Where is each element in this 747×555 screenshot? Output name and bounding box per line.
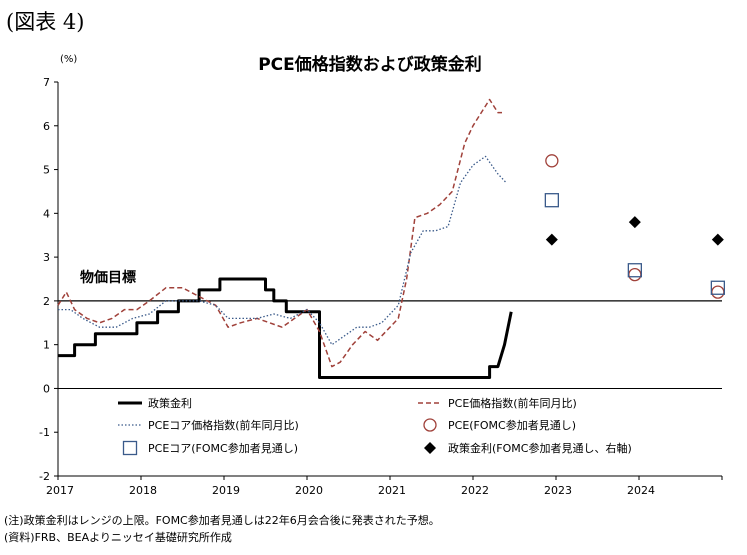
legend-marker	[122, 440, 138, 456]
legend: 政策金利 PCE価格指数(前年同月比) PCEコア価格指数(前年同月比) PCE(FO…	[118, 396, 632, 456]
legend-item: 政策金利	[118, 396, 192, 410]
y-tick-label: 5	[43, 164, 50, 177]
axes: -2 -1 0 1 2 3 4 5 6 7 2017 2018 2019 2020 2021 2022 2023…	[39, 76, 723, 497]
legend-item: PCE(FOMC参加者見通し)	[423, 418, 576, 432]
series-0	[58, 277, 513, 379]
legend-marker	[424, 442, 436, 454]
series-line	[58, 277, 513, 379]
series-4	[544, 193, 725, 295]
y-tick-label: 6	[43, 120, 50, 133]
data-point	[544, 193, 559, 208]
note-line: (注)政策金利はレンジの上限。FOMC参加者見通しは22年6月会合後に発表された…	[4, 514, 440, 527]
data-point	[710, 280, 725, 295]
data-point	[711, 233, 724, 246]
y-tick-label: -1	[39, 426, 50, 439]
y-tick-label: 4	[43, 207, 50, 220]
data-point	[628, 267, 642, 282]
x-tick-label: 2023	[544, 484, 572, 497]
legend-marker	[423, 418, 437, 432]
y-tick-label: 1	[43, 339, 50, 352]
legend-label: 政策金利	[148, 396, 192, 410]
y-tick-label: 2	[43, 295, 50, 308]
legend-item: PCEコア(FOMC参加者見通し)	[122, 440, 298, 456]
footnotes: (注)政策金利はレンジの上限。FOMC参加者見通しは22年6月会合後に発表された…	[4, 512, 440, 546]
legend-item: PCEコア価格指数(前年同月比)	[118, 418, 299, 432]
x-tick-label: 2021	[378, 484, 406, 497]
legend-label: PCEコア(FOMC参加者見通し)	[148, 441, 298, 455]
series-line	[57, 98, 502, 368]
y-tick-label: 0	[43, 382, 50, 395]
y-tick-label: 7	[43, 76, 50, 89]
series-2	[58, 155, 507, 346]
chart: PCE価格指数および政策金利 (%) -2 -1 0 1 2 3 4 5 6 7 2017 2018 2…	[39, 54, 725, 497]
series-3	[545, 154, 725, 299]
x-tick-label: 2017	[46, 484, 74, 497]
data-point	[627, 263, 642, 278]
legend-item: 政策金利(FOMC参加者見通し、右軸)	[424, 441, 632, 455]
price-target-annotation: 物価目標	[80, 269, 136, 286]
data-point	[628, 216, 641, 229]
y-axis-unit: (%)	[60, 54, 77, 65]
data-point	[545, 154, 559, 168]
x-tick-label: 2024	[627, 484, 655, 497]
data-point	[545, 233, 558, 246]
x-tick-label: 2019	[212, 484, 240, 497]
note-line: (資料)FRB、BEAよりニッセイ基礎研究所作成	[4, 531, 232, 544]
series-5	[545, 216, 724, 246]
legend-item: PCE価格指数(前年同月比)	[418, 396, 577, 410]
legend-label: PCE価格指数(前年同月比)	[448, 396, 577, 410]
series-layer	[57, 98, 725, 379]
x-tick-label: 2022	[461, 484, 489, 497]
legend-label: PCE(FOMC参加者見通し)	[448, 418, 576, 432]
chart-title: PCE価格指数および政策金利	[258, 54, 482, 75]
y-tick-label: 3	[43, 251, 50, 264]
series-1	[57, 98, 502, 368]
y-tick-label: -2	[39, 470, 50, 483]
x-tick-label: 2020	[295, 484, 323, 497]
figure-label: (図表 4)	[6, 10, 85, 34]
series-line	[58, 155, 507, 346]
x-tick-label: 2018	[129, 484, 157, 497]
legend-label: 政策金利(FOMC参加者見通し、右軸)	[448, 441, 632, 455]
legend-label: PCEコア価格指数(前年同月比)	[148, 418, 299, 432]
data-point	[711, 285, 725, 299]
